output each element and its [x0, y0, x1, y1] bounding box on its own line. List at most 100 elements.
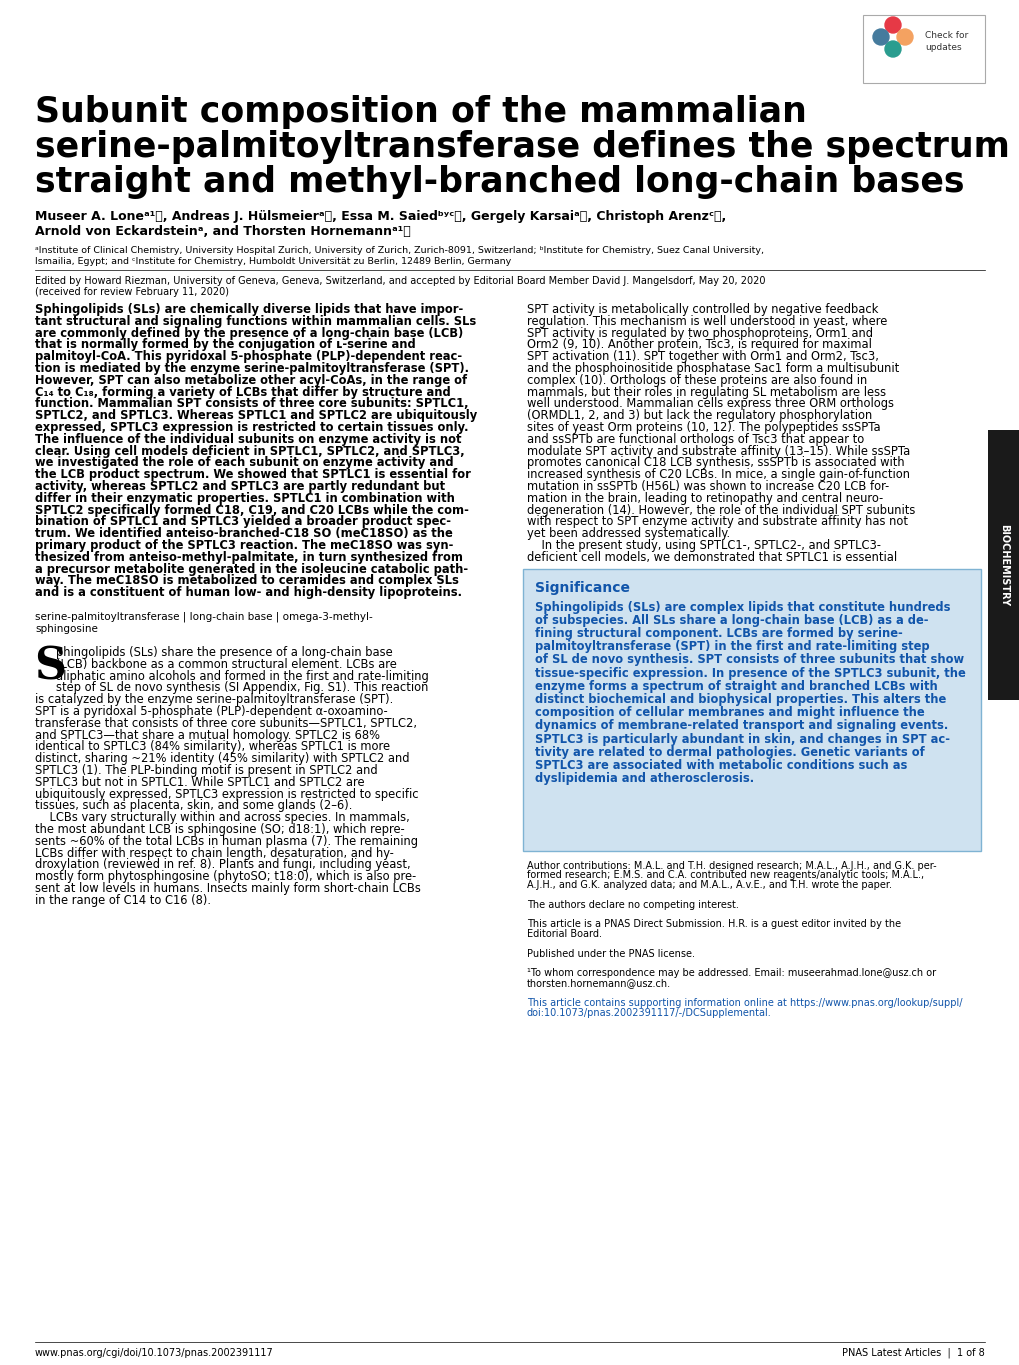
- Text: Author contributions: M.A.L. and T.H. designed research; M.A.L., A.J.H., and G.K: Author contributions: M.A.L. and T.H. de…: [527, 860, 935, 871]
- Text: tissues, such as placenta, skin, and some glands (2–6).: tissues, such as placenta, skin, and som…: [35, 800, 352, 812]
- Text: SPTLC2, and SPTLC3. Whereas SPTLC1 and SPTLC2 are ubiquitously: SPTLC2, and SPTLC3. Whereas SPTLC1 and S…: [35, 410, 477, 422]
- Text: SPT activation (11). SPT together with Orm1 and Orm2, Tsc3,: SPT activation (11). SPT together with O…: [527, 351, 878, 363]
- Text: tissue-specific expression. In presence of the SPTLC3 subunit, the: tissue-specific expression. In presence …: [535, 666, 965, 680]
- Text: Subunit composition of the mammalian: Subunit composition of the mammalian: [35, 96, 806, 130]
- Text: and ssSPTb are functional orthologs of Tsc3 that appear to: and ssSPTb are functional orthologs of T…: [527, 433, 863, 446]
- Text: deficient cell models, we demonstrated that SPTLC1 is essential: deficient cell models, we demonstrated t…: [527, 551, 897, 564]
- Text: sents ~60% of the total LCBs in human plasma (7). The remaining: sents ~60% of the total LCBs in human pl…: [35, 835, 418, 848]
- Text: transferase that consists of three core subunits—SPTLC1, SPTLC2,: transferase that consists of three core …: [35, 717, 417, 730]
- Text: Ismailia, Egypt; and ᶜInstitute for Chemistry, Humboldt Universität zu Berlin, 1: Ismailia, Egypt; and ᶜInstitute for Chem…: [35, 257, 511, 266]
- Circle shape: [884, 16, 900, 33]
- Text: palmitoyl-CoA. This pyridoxal 5-phosphate (PLP)-dependent reac-: palmitoyl-CoA. This pyridoxal 5-phosphat…: [35, 351, 462, 363]
- Text: Sphingolipids (SLs) are complex lipids that constitute hundreds: Sphingolipids (SLs) are complex lipids t…: [535, 601, 950, 614]
- Text: dynamics of membrane-related transport and signaling events.: dynamics of membrane-related transport a…: [535, 719, 948, 733]
- Text: function. Mammalian SPT consists of three core subunits: SPTLC1,: function. Mammalian SPT consists of thre…: [35, 397, 468, 411]
- Text: palmitoyltransferase (SPT) in the first and rate-limiting step: palmitoyltransferase (SPT) in the first …: [535, 640, 928, 654]
- Text: trum. We identified anteiso-branched-C18 SO (meC18SO) as the: trum. We identified anteiso-branched-C18…: [35, 527, 452, 541]
- Text: tant structural and signaling functions within mammalian cells. SLs: tant structural and signaling functions …: [35, 315, 476, 328]
- Circle shape: [896, 29, 912, 45]
- Text: Editorial Board.: Editorial Board.: [527, 930, 601, 939]
- Text: SPTLC2 specifically formed C18, C19, and C20 LCBs while the com-: SPTLC2 specifically formed C18, C19, and…: [35, 504, 469, 516]
- Text: In the present study, using SPTLC1-, SPTLC2-, and SPTLC3-: In the present study, using SPTLC1-, SPT…: [527, 539, 880, 551]
- Text: (ORMDL1, 2, and 3) but lack the regulatory phosphorylation: (ORMDL1, 2, and 3) but lack the regulato…: [527, 410, 871, 422]
- Text: formed research; E.M.S. and C.A. contributed new reagents/analytic tools; M.A.L.: formed research; E.M.S. and C.A. contrib…: [527, 871, 923, 880]
- Text: C₁₄ to C₁₈, forming a variety of LCBs that differ by structure and: C₁₄ to C₁₈, forming a variety of LCBs th…: [35, 385, 450, 399]
- Text: well understood. Mammalian cells express three ORM orthologs: well understood. Mammalian cells express…: [527, 397, 893, 411]
- Text: serine-palmitoyltransferase defines the spectrum of: serine-palmitoyltransferase defines the …: [35, 130, 1019, 164]
- Text: modulate SPT activity and substrate affinity (13–15). While ssSPTa: modulate SPT activity and substrate affi…: [527, 445, 909, 457]
- Text: PNAS Latest Articles  |  1 of 8: PNAS Latest Articles | 1 of 8: [842, 1349, 984, 1358]
- Text: The influence of the individual subunits on enzyme activity is not: The influence of the individual subunits…: [35, 433, 461, 446]
- Text: bination of SPTLC1 and SPTLC3 yielded a broader product spec-: bination of SPTLC1 and SPTLC3 yielded a …: [35, 516, 450, 528]
- Text: Museer A. Loneᵃ¹ⓘ, Andreas J. Hülsmeierᵃⓘ, Essa M. Saiedᵇʸᶜⓘ, Gergely Karsaiᵃⓘ, : Museer A. Loneᵃ¹ⓘ, Andreas J. Hülsmeierᵃ…: [35, 210, 726, 222]
- Text: regulation. This mechanism is well understood in yeast, where: regulation. This mechanism is well under…: [527, 315, 887, 328]
- Text: mammals, but their roles in regulating SL metabolism are less: mammals, but their roles in regulating S…: [527, 385, 886, 399]
- Text: and is a constituent of human low- and high-density lipoproteins.: and is a constituent of human low- and h…: [35, 586, 462, 599]
- Text: expressed, SPTLC3 expression is restricted to certain tissues only.: expressed, SPTLC3 expression is restrict…: [35, 420, 468, 434]
- Text: that is normally formed by the conjugation of ʟ-serine and: that is normally formed by the conjugati…: [35, 339, 416, 351]
- Text: straight and methyl-branched long-chain bases: straight and methyl-branched long-chain …: [35, 165, 964, 199]
- Text: is catalyzed by the enzyme serine-palmitoyltransferase (SPT).: is catalyzed by the enzyme serine-palmit…: [35, 693, 393, 706]
- Text: aliphatic amino alcohols and formed in the first and rate-limiting: aliphatic amino alcohols and formed in t…: [56, 670, 428, 682]
- Text: fining structural component. LCBs are formed by serine-: fining structural component. LCBs are fo…: [535, 627, 902, 640]
- Text: Published under the PNAS license.: Published under the PNAS license.: [527, 949, 694, 958]
- Text: Arnold von Eckardsteinᵃ, and Thorsten Hornemannᵃ¹ⓘ: Arnold von Eckardsteinᵃ, and Thorsten Ho…: [35, 225, 411, 238]
- Text: sent at low levels in humans. Insects mainly form short-chain LCBs: sent at low levels in humans. Insects ma…: [35, 882, 421, 895]
- Text: and the phosphoinositide phosphatase Sac1 form a multisubunit: and the phosphoinositide phosphatase Sac…: [527, 362, 899, 375]
- Text: ᵃInstitute of Clinical Chemistry, University Hospital Zurich, University of Zuri: ᵃInstitute of Clinical Chemistry, Univer…: [35, 246, 763, 255]
- Text: tion is mediated by the enzyme serine-palmitoyltransferase (SPT).: tion is mediated by the enzyme serine-pa…: [35, 362, 469, 375]
- Text: composition of cellular membranes and might influence the: composition of cellular membranes and mi…: [535, 706, 923, 719]
- Text: distinct, sharing ~21% identity (45% similarity) with SPTLC2 and: distinct, sharing ~21% identity (45% sim…: [35, 752, 409, 766]
- Bar: [523, 569, 980, 850]
- Text: in the range of C14 to C16 (8).: in the range of C14 to C16 (8).: [35, 894, 211, 906]
- Text: primary product of the SPTLC3 reaction. The meC18SO was syn-: primary product of the SPTLC3 reaction. …: [35, 539, 452, 551]
- Circle shape: [872, 29, 889, 45]
- Text: BIOCHEMISTRY: BIOCHEMISTRY: [998, 524, 1008, 606]
- Text: A.J.H., and G.K. analyzed data; and M.A.L., A.v.E., and T.H. wrote the paper.: A.J.H., and G.K. analyzed data; and M.A.…: [527, 880, 892, 890]
- Text: promotes canonical C18 LCB synthesis, ssSPTb is associated with: promotes canonical C18 LCB synthesis, ss…: [527, 456, 904, 470]
- Text: distinct biochemical and biophysical properties. This alters the: distinct biochemical and biophysical pro…: [535, 693, 946, 706]
- Text: dyslipidemia and atherosclerosis.: dyslipidemia and atherosclerosis.: [535, 773, 753, 785]
- Text: step of SL de novo synthesis (SI Appendix, Fig. S1). This reaction: step of SL de novo synthesis (SI Appendi…: [56, 681, 428, 695]
- Text: thesized from anteiso-methyl-palmitate, in turn synthesized from: thesized from anteiso-methyl-palmitate, …: [35, 551, 463, 564]
- Text: doi:10.1073/pnas.2002391117/-/DCSupplemental.: doi:10.1073/pnas.2002391117/-/DCSuppleme…: [527, 1007, 771, 1017]
- Text: SPTLC3 is particularly abundant in skin, and changes in SPT ac-: SPTLC3 is particularly abundant in skin,…: [535, 733, 949, 745]
- Text: with respect to SPT enzyme activity and substrate affinity has not: with respect to SPT enzyme activity and …: [527, 516, 907, 528]
- Text: SPTLC3 are associated with metabolic conditions such as: SPTLC3 are associated with metabolic con…: [535, 759, 907, 773]
- Text: the most abundant LCB is sphingosine (SO; d18:1), which repre-: the most abundant LCB is sphingosine (SO…: [35, 823, 405, 835]
- Bar: [987, 430, 1019, 700]
- Text: clear. Using cell models deficient in SPTLC1, SPTLC2, and SPTLC3,: clear. Using cell models deficient in SP…: [35, 445, 465, 457]
- Text: differ in their enzymatic properties. SPTLC1 in combination with: differ in their enzymatic properties. SP…: [35, 491, 454, 505]
- Text: Orm2 (9, 10). Another protein, Tsc3, is required for maximal: Orm2 (9, 10). Another protein, Tsc3, is …: [527, 339, 871, 351]
- Text: degeneration (14). However, the role of the individual SPT subunits: degeneration (14). However, the role of …: [527, 504, 914, 516]
- Text: (received for review February 11, 2020): (received for review February 11, 2020): [35, 287, 229, 298]
- Text: increased synthesis of C20 LCBs. In mice, a single gain-of-function: increased synthesis of C20 LCBs. In mice…: [527, 468, 909, 482]
- Text: The authors declare no competing interest.: The authors declare no competing interes…: [527, 900, 738, 910]
- Text: Sphingolipids (SLs) are chemically diverse lipids that have impor-: Sphingolipids (SLs) are chemically diver…: [35, 303, 463, 317]
- Text: LCBs vary structurally within and across species. In mammals,: LCBs vary structurally within and across…: [35, 811, 410, 824]
- Text: thorsten.hornemann@usz.ch.: thorsten.hornemann@usz.ch.: [527, 979, 671, 988]
- Text: Edited by Howard Riezman, University of Geneva, Geneva, Switzerland, and accepte: Edited by Howard Riezman, University of …: [35, 276, 764, 287]
- Text: S: S: [34, 646, 66, 689]
- Text: This article is a PNAS Direct Submission. H.R. is a guest editor invited by the: This article is a PNAS Direct Submission…: [527, 920, 900, 930]
- Text: tivity are related to dermal pathologies. Genetic variants of: tivity are related to dermal pathologies…: [535, 745, 924, 759]
- Text: complex (10). Orthologs of these proteins are also found in: complex (10). Orthologs of these protein…: [527, 374, 866, 386]
- Text: and SPTLC3—that share a mutual homology. SPTLC2 is 68%: and SPTLC3—that share a mutual homology.…: [35, 729, 380, 741]
- Text: SPTLC3 but not in SPTLC1. While SPTLC1 and SPTLC2 are: SPTLC3 but not in SPTLC1. While SPTLC1 a…: [35, 775, 364, 789]
- Circle shape: [884, 41, 900, 57]
- Text: sites of yeast Orm proteins (10, 12). The polypeptides ssSPTa: sites of yeast Orm proteins (10, 12). Th…: [527, 420, 879, 434]
- Bar: [862, 15, 984, 83]
- Text: identical to SPTLC3 (84% similarity), whereas SPTLC1 is more: identical to SPTLC3 (84% similarity), wh…: [35, 740, 389, 753]
- Text: SPT activity is metabolically controlled by negative feedback: SPT activity is metabolically controlled…: [527, 303, 877, 317]
- Text: activity, whereas SPTLC2 and SPTLC3 are partly redundant but: activity, whereas SPTLC2 and SPTLC3 are …: [35, 480, 444, 493]
- Text: are commonly defined by the presence of a long-chain base (LCB): are commonly defined by the presence of …: [35, 326, 463, 340]
- Text: ubiquitously expressed, SPTLC3 expression is restricted to specific: ubiquitously expressed, SPTLC3 expressio…: [35, 788, 418, 801]
- Text: LCBs differ with respect to chain length, desaturation, and hy-: LCBs differ with respect to chain length…: [35, 846, 393, 860]
- Text: a precursor metabolite generated in the isoleucine catabolic path-: a precursor metabolite generated in the …: [35, 562, 468, 576]
- Text: SPT is a pyridoxal 5-phosphate (PLP)-dependent α-oxoamino-: SPT is a pyridoxal 5-phosphate (PLP)-dep…: [35, 704, 387, 718]
- Text: This article contains supporting information online at https://www.pnas.org/look: This article contains supporting informa…: [527, 998, 962, 1007]
- Text: mostly form phytosphingosine (phytoSO; t18:0), which is also pre-: mostly form phytosphingosine (phytoSO; t…: [35, 871, 416, 883]
- Text: SPT activity is regulated by two phosphoproteins, Orm1 and: SPT activity is regulated by two phospho…: [527, 326, 872, 340]
- Text: SPTLC3 (1). The PLP-binding motif is present in SPTLC2 and: SPTLC3 (1). The PLP-binding motif is pre…: [35, 764, 377, 777]
- Text: Check for
updates: Check for updates: [924, 31, 967, 52]
